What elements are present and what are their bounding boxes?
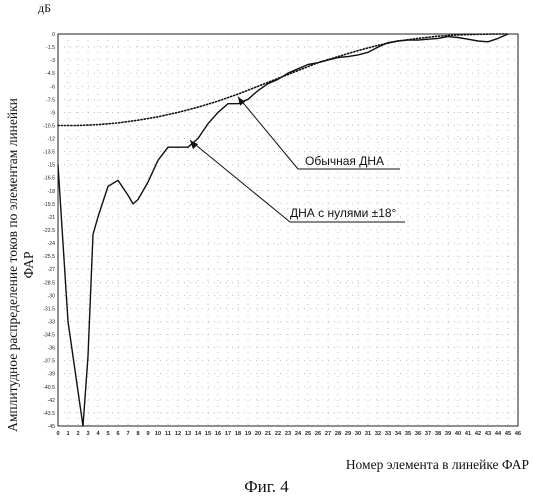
y-tick-label: -42 [48, 398, 56, 404]
x-tick-label: 35 [405, 431, 411, 437]
chart: 0 -1.5 -3 -4.5 -6 -7.5 -9 -10.5 -12 -13.5 -15 -16.5… [0, 0, 533, 470]
y-tick-label: -24 [48, 241, 56, 247]
x-tick-label: 34 [395, 431, 402, 437]
y-tick-label: -10.5 [43, 123, 55, 129]
x-tick-label: 43 [485, 431, 491, 437]
y-tick-label: -27 [48, 267, 56, 273]
x-tick-label: 8 [136, 431, 139, 437]
y-tick-label: -34.5 [43, 333, 55, 339]
y-tick-label: -13.5 [43, 150, 55, 156]
y-tick-label: -22.5 [43, 228, 55, 234]
x-tick-label: 7 [126, 431, 129, 437]
y-tick-label: -19.5 [43, 202, 55, 208]
x-tick-label: 6 [116, 431, 119, 437]
x-tick-label: 18 [235, 431, 241, 437]
x-tick-label: 16 [215, 431, 221, 437]
x-tick-label: 11 [165, 431, 171, 437]
x-tick-label: 0 [56, 431, 59, 437]
x-tick-label: 4 [96, 431, 100, 437]
series-line-conventional [58, 34, 508, 126]
x-tick-label: 30 [355, 431, 361, 437]
x-tick-label: 26 [315, 431, 321, 437]
y-tick-label: -21 [48, 215, 56, 221]
x-tick-label: 38 [435, 431, 441, 437]
x-tick-label: 45 [505, 431, 511, 437]
x-tick-label: 5 [106, 431, 109, 437]
y-tick-label: -25.5 [43, 254, 55, 260]
annotation-leader-line [190, 140, 290, 222]
y-tick-label: -36 [48, 346, 56, 352]
x-tick-label: 13 [185, 431, 191, 437]
figure-caption: Фиг. 4 [0, 477, 533, 497]
x-tick-label: 40 [455, 431, 461, 437]
x-tick-label: 24 [295, 431, 302, 437]
x-tick-label: 29 [345, 431, 351, 437]
y-tick-label: -31.5 [43, 306, 55, 312]
y-tick-label: -39 [48, 372, 56, 378]
x-tick-label: 25 [305, 431, 311, 437]
y-tick-label: -12 [48, 137, 56, 143]
series-line-with-nulls [58, 34, 508, 426]
y-tick-label: -30 [48, 293, 56, 299]
y-tick-label: -16.5 [43, 176, 55, 182]
y-tick-label: 0 [52, 32, 55, 38]
y-tick-label: -4.5 [46, 71, 55, 77]
x-tick-label: 27 [325, 431, 331, 437]
plot-frame [58, 34, 518, 426]
y-tick-label: -33 [48, 319, 56, 325]
y-tick-label: -43.5 [43, 411, 55, 417]
x-tick-label: 3 [86, 431, 89, 437]
x-tick-label: 14 [195, 431, 202, 437]
x-tick-label: 2 [76, 431, 79, 437]
x-tick-label: 10 [155, 431, 161, 437]
y-tick-label: -28.5 [43, 280, 55, 286]
y-tick-label: -3 [50, 58, 55, 64]
x-tick-label: 33 [385, 431, 391, 437]
x-tick-label: 12 [175, 431, 181, 437]
x-tick-label: 19 [245, 431, 251, 437]
y-tick-label: -37.5 [43, 359, 55, 365]
x-tick-label: 23 [285, 431, 291, 437]
x-tick-label: 31 [365, 431, 371, 437]
x-tick-label: 32 [375, 431, 381, 437]
x-tick-label: 9 [146, 431, 149, 437]
x-tick-label: 37 [425, 431, 431, 437]
y-tick-label: -9 [50, 110, 55, 116]
annotation-label-with-nulls: ДНА с нулями ±18° [290, 206, 397, 220]
annotation-label-conventional: Обычная ДНА [305, 154, 384, 168]
x-tick-label: 20 [255, 431, 261, 437]
y-tick-label: -7.5 [46, 97, 55, 103]
x-tick-label: 41 [465, 431, 471, 437]
y-tick-label: -6 [50, 84, 55, 90]
x-tick-label: 39 [445, 431, 451, 437]
x-tick-label: 17 [225, 431, 231, 437]
x-axis-label: Номер элемента в линейке ФАР [346, 457, 529, 473]
x-tick-label: 22 [275, 431, 281, 437]
x-tick-label: 42 [475, 431, 481, 437]
x-tick-label: 15 [205, 431, 211, 437]
annotation-leader-line [238, 97, 298, 169]
x-tick-label: 28 [335, 431, 341, 437]
x-tick-label: 1 [66, 431, 69, 437]
x-tick-label: 46 [515, 431, 521, 437]
y-tick-label: -1.5 [46, 45, 55, 51]
x-tick-label: 36 [415, 431, 421, 437]
x-tick-label: 21 [265, 431, 271, 437]
x-tick-label: 44 [495, 431, 502, 437]
y-tick-label: -15 [48, 163, 56, 169]
y-tick-label: -18 [48, 189, 56, 195]
y-tick-label: -40.5 [43, 385, 55, 391]
y-tick-label: -45 [48, 424, 56, 430]
